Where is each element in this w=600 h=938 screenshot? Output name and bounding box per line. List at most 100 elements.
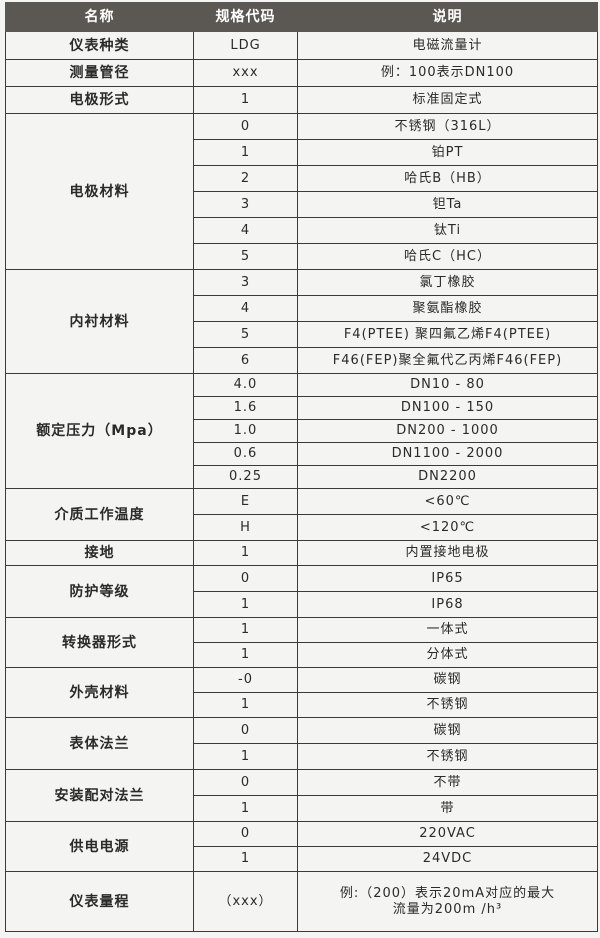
item-name: 测量管径 [5,59,194,87]
spec-desc: 不锈钢（316L） [297,113,598,140]
spec-desc: <120℃ [297,514,598,541]
table-row: 5 F4(PTEE) 聚四氟乙烯F4(PTEE) [6,321,598,348]
spec-code: 5 [193,243,298,270]
spec-code: 1 [193,540,298,566]
spec-desc: F4(PTEE) 聚四氟乙烯F4(PTEE) [297,321,598,348]
item-name: 防护等级 [5,565,194,618]
spec-desc: IP65 [297,565,598,592]
header-name: 名称 [5,2,194,32]
spec-code: 0 [193,113,298,140]
spec-code: 3 [193,269,298,296]
table-row: 电极材料 0 不锈钢（316L） [5,113,598,270]
table-row: 安装配对法兰 0 不带 [5,769,598,822]
spec-desc: 标准固定式 [297,86,598,114]
spec-code: 0 [193,565,298,592]
header-code: 规格代码 [193,2,298,32]
item-name: 表体法兰 [5,717,194,770]
table-row: 表体法兰 0 碳钢 [5,717,598,770]
spec-code: 1 [193,617,298,643]
spec-code: LDG [193,31,298,60]
spec-desc: 铂PT [297,139,598,166]
spec-code: 1 [193,591,298,618]
item-name: 外壳材料 [5,667,194,718]
table-row: 额定压力（Mpa） 4.0 DN10 - 80 [5,373,598,489]
spec-desc: DN10 - 80 [297,373,598,397]
spec-code: 1 [193,795,298,822]
table-row: 0.6 DN1100 - 2000 [6,442,598,466]
table-row: 仪表种类 LDG 电磁流量计 [5,31,598,60]
spec-code: 1.6 [193,396,298,420]
spec-code: E [193,488,298,515]
table-row: 1.0 DN200 - 1000 [6,419,598,443]
spec-desc: <60℃ [297,488,598,515]
spec-desc: 带 [297,795,598,822]
spec-code: 4.0 [193,373,298,397]
spec-code: 1 [193,642,298,668]
spec-desc: 不锈钢 [297,692,598,718]
spec-desc: 电磁流量计 [297,31,598,60]
item-name: 电极材料 [5,113,194,270]
table-row: 电极形式 1 标准固定式 [5,86,598,114]
table-row: 1.6 DN100 - 150 [6,396,598,420]
spec-code: 6 [193,347,298,374]
spec-desc: 钛Ti [297,217,598,244]
table-row: 接地 1 内置接地电极 [5,540,598,566]
spec-desc: 一体式 [297,617,598,643]
table-row: 1 24VDC [6,846,598,872]
table-row: 1 不锈钢 [6,743,598,770]
table-row: 介质工作温度 E <60℃ [5,488,598,541]
spec-table: 名称 规格代码 说明 仪表种类 LDG 电磁流量计 测量管径 xxx 例：100表示DN1… [5,2,598,932]
table-row: H <120℃ [6,514,598,541]
item-name: 内衬材料 [5,269,194,374]
item-name: 转换器形式 [5,617,194,668]
table-row: 防护等级 0 IP65 [5,565,598,618]
header-row: 名称 规格代码 说明 [5,2,598,32]
spec-desc: 分体式 [297,642,598,668]
item-name: 介质工作温度 [5,488,194,541]
table-row: 2 哈氏B（HB） [6,165,598,192]
spec-desc: 碳钢 [297,717,598,744]
spec-code: 0.6 [193,442,298,466]
spec-desc: 不带 [297,769,598,796]
table-row: 内衬材料 3 氯丁橡胶 [5,269,598,374]
spec-desc: 不锈钢 [297,743,598,770]
table-row: 外壳材料 -0 碳钢 [5,667,598,718]
table-row: 供电电源 0 220VAC [5,821,598,872]
item-name: 供电电源 [5,821,194,872]
spec-desc: 例:（200）表示20mA对应的最大 流量为200m /h³ [297,871,598,932]
spec-desc: 内置接地电极 [297,540,598,566]
spec-code: 0 [193,821,298,847]
spec-code: xxx [193,59,298,87]
item-name: 接地 [5,540,194,566]
spec-code: 1 [193,692,298,718]
spec-desc: 哈氏C（HC） [297,243,598,270]
table-row: 转换器形式 1 一体式 [5,617,598,668]
spec-desc: F46(FEP)聚全氟代乙丙烯F46(FEP) [297,347,598,374]
spec-code: 4 [193,217,298,244]
spec-desc: 聚氨酯橡胶 [297,295,598,322]
table-row: 仪表量程 （xxx） 例:（200）表示20mA对应的最大 流量为200m /h³ [5,871,598,932]
spec-code: 1.0 [193,419,298,443]
spec-desc: DN2200 [297,465,598,489]
spec-code: 0.25 [193,465,298,489]
spec-code: 3 [193,191,298,218]
item-name: 仪表量程 [5,871,194,932]
table-row: 0.25 DN2200 [6,465,598,489]
spec-desc: 氯丁橡胶 [297,269,598,296]
table-row: 测量管径 xxx 例：100表示DN100 [5,59,598,87]
spec-code: 1 [193,743,298,770]
spec-desc: 24VDC [297,846,598,872]
spec-desc: 220VAC [297,821,598,847]
item-name: 安装配对法兰 [5,769,194,822]
spec-desc: 例：100表示DN100 [297,59,598,87]
item-name: 额定压力（Mpa） [5,373,194,489]
table-row: 6 F46(FEP)聚全氟代乙丙烯F46(FEP) [6,347,598,374]
spec-desc: DN1100 - 2000 [297,442,598,466]
spec-code: 4 [193,295,298,322]
spec-desc: 哈氏B（HB） [297,165,598,192]
spec-code: （xxx） [193,871,298,932]
table-row: 3 钽Ta [6,191,598,218]
table-row: 4 钛Ti [6,217,598,244]
spec-code: 1 [193,139,298,166]
